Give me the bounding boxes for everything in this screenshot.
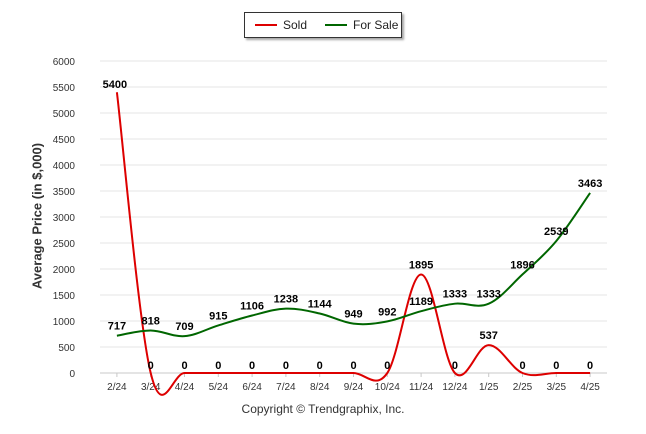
data-label: 709 bbox=[175, 321, 193, 333]
y-tick-label: 500 bbox=[58, 343, 75, 354]
data-label: 0 bbox=[452, 360, 458, 372]
data-label: 1896 bbox=[510, 259, 534, 271]
x-tick-label: 8/24 bbox=[310, 382, 330, 393]
legend-label-sold: Sold bbox=[283, 18, 308, 32]
y-tick-label: 4000 bbox=[53, 161, 76, 172]
x-tick-label: 2/25 bbox=[513, 382, 533, 393]
data-label: 818 bbox=[142, 315, 160, 327]
legend: Sold For Sale bbox=[244, 12, 402, 38]
legend-item-for-sale[interactable]: For Sale bbox=[325, 18, 398, 32]
y-tick-label: 2000 bbox=[53, 265, 76, 276]
x-tick-label: 5/24 bbox=[209, 382, 229, 393]
data-label: 0 bbox=[215, 360, 221, 372]
data-label: 0 bbox=[587, 360, 593, 372]
data-label: 0 bbox=[181, 360, 187, 372]
data-label: 717 bbox=[108, 321, 126, 333]
series-line-sold bbox=[115, 92, 591, 396]
data-label: 915 bbox=[209, 310, 227, 322]
y-tick-label: 0 bbox=[69, 369, 75, 380]
x-tick-label: 1/25 bbox=[479, 382, 499, 393]
data-label: 1333 bbox=[443, 289, 467, 301]
y-tick-label: 5000 bbox=[53, 109, 76, 120]
x-axis-ticks: 2/24 3/24 4/24 5/24 6/24 7/24 8/24 9/24 10/24 11/… bbox=[107, 373, 600, 393]
data-label: 537 bbox=[480, 330, 498, 342]
legend-swatch-for-sale bbox=[325, 24, 348, 26]
data-label: 0 bbox=[283, 360, 289, 372]
data-label: 0 bbox=[148, 360, 154, 372]
data-label: 0 bbox=[317, 360, 323, 372]
y-tick-label: 1000 bbox=[53, 317, 76, 328]
x-tick-label: 6/24 bbox=[242, 382, 262, 393]
data-label: 0 bbox=[519, 360, 525, 372]
x-tick-label: 9/24 bbox=[344, 382, 364, 393]
data-labels: 5400 0 0 0 0 0 0 0 0 1895 0 537 0 0 0 717 818 709 915 1106 1… bbox=[103, 79, 603, 372]
x-tick-label: 3/25 bbox=[547, 382, 567, 393]
copyright-text: Copyright © Trendgraphix, Inc. bbox=[241, 402, 405, 416]
legend-swatch-sold bbox=[255, 24, 277, 26]
x-tick-label: 4/24 bbox=[175, 382, 195, 393]
data-label: 0 bbox=[350, 360, 356, 372]
y-tick-label: 6000 bbox=[53, 57, 76, 68]
y-tick-label: 4500 bbox=[53, 135, 76, 146]
data-label: 1106 bbox=[240, 300, 264, 312]
data-label: 1238 bbox=[274, 294, 298, 306]
y-tick-label: 3000 bbox=[53, 213, 76, 224]
y-tick-label: 5500 bbox=[53, 83, 76, 94]
data-label: 1333 bbox=[476, 289, 500, 301]
x-tick-label: 3/24 bbox=[141, 382, 161, 393]
series-lines bbox=[115, 92, 591, 396]
data-label: 3463 bbox=[578, 178, 602, 190]
data-label: 0 bbox=[249, 360, 255, 372]
y-axis-label: Average Price (in $,000) bbox=[29, 142, 45, 290]
data-label: 1189 bbox=[409, 296, 433, 308]
data-label: 0 bbox=[384, 360, 390, 372]
data-label: 1144 bbox=[308, 299, 333, 311]
x-tick-label: 4/25 bbox=[580, 382, 600, 393]
data-label: 0 bbox=[553, 360, 559, 372]
x-tick-label: 11/24 bbox=[409, 382, 434, 393]
legend-label-for-sale: For Sale bbox=[353, 18, 399, 32]
x-tick-label: 2/24 bbox=[107, 382, 127, 393]
x-tick-label: 12/24 bbox=[442, 382, 467, 393]
y-tick-label: 1500 bbox=[53, 291, 76, 302]
y-tick-label: 3500 bbox=[53, 187, 76, 198]
data-label: 1895 bbox=[409, 259, 433, 271]
y-tick-label: 2500 bbox=[53, 239, 76, 250]
data-label: 2539 bbox=[544, 226, 568, 238]
data-label: 949 bbox=[344, 309, 362, 321]
x-tick-label: 10/24 bbox=[375, 382, 400, 393]
data-label: 5400 bbox=[103, 79, 127, 91]
data-label: 992 bbox=[378, 306, 396, 318]
y-axis-ticks: 0 500 1000 1500 2000 2500 3000 3500 4000 4500 5000… bbox=[53, 57, 76, 380]
legend-item-sold[interactable]: Sold bbox=[255, 18, 307, 32]
x-tick-label: 7/24 bbox=[276, 382, 296, 393]
series-line-for-sale bbox=[116, 192, 591, 338]
